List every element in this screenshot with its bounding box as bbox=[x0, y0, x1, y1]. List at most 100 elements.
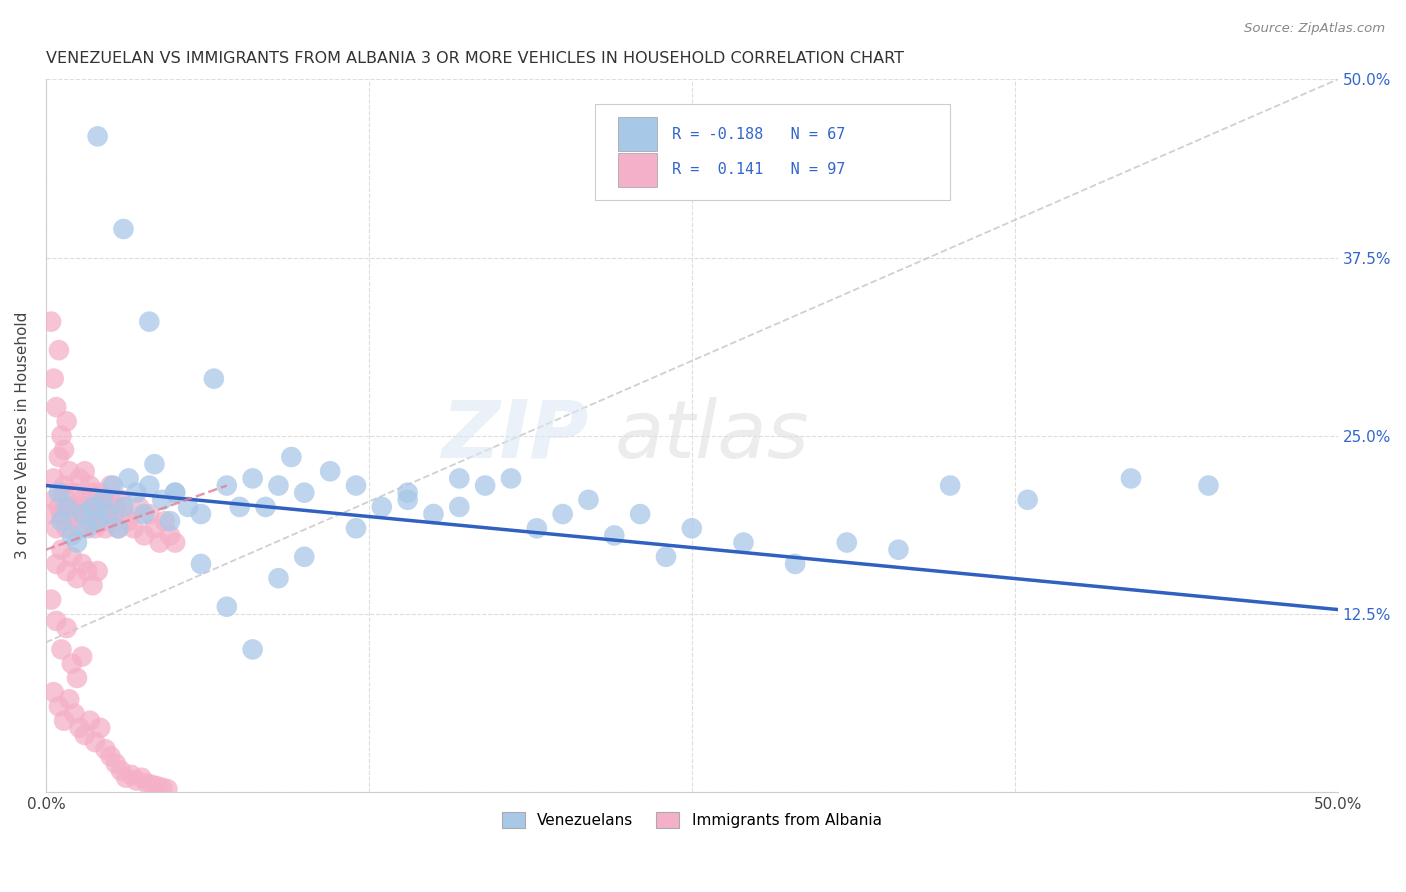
Point bbox=[48, 343, 70, 358]
Point bbox=[82, 500, 104, 514]
Point bbox=[60, 514, 83, 528]
Point bbox=[73, 728, 96, 742]
Point bbox=[66, 500, 89, 514]
Point bbox=[190, 557, 212, 571]
Point bbox=[104, 756, 127, 771]
Point bbox=[112, 500, 135, 514]
Point bbox=[70, 507, 93, 521]
Point bbox=[101, 478, 124, 492]
Point bbox=[344, 478, 367, 492]
Point bbox=[110, 764, 132, 778]
Point bbox=[91, 492, 114, 507]
Point bbox=[228, 500, 250, 514]
Point bbox=[48, 450, 70, 464]
Point bbox=[242, 642, 264, 657]
Point bbox=[138, 315, 160, 329]
Point bbox=[165, 485, 187, 500]
Point bbox=[526, 521, 548, 535]
Point bbox=[76, 564, 98, 578]
Point bbox=[115, 771, 138, 785]
FancyBboxPatch shape bbox=[595, 104, 950, 201]
Bar bbox=[619, 153, 657, 187]
Legend: Venezuelans, Immigrants from Albania: Venezuelans, Immigrants from Albania bbox=[496, 806, 887, 834]
Point bbox=[70, 649, 93, 664]
Point bbox=[53, 442, 76, 457]
Point bbox=[58, 692, 80, 706]
Point bbox=[60, 528, 83, 542]
Point bbox=[887, 542, 910, 557]
Point bbox=[159, 514, 181, 528]
Point bbox=[58, 464, 80, 478]
Point bbox=[499, 471, 522, 485]
Point bbox=[150, 780, 173, 795]
Point bbox=[55, 621, 77, 635]
Point bbox=[69, 521, 91, 535]
Point bbox=[39, 315, 62, 329]
Point bbox=[86, 514, 108, 528]
Point bbox=[76, 521, 98, 535]
Point bbox=[254, 500, 277, 514]
Point bbox=[292, 549, 315, 564]
Bar bbox=[619, 117, 657, 152]
Point bbox=[70, 557, 93, 571]
Point bbox=[42, 492, 65, 507]
Point bbox=[396, 485, 419, 500]
Point bbox=[63, 706, 86, 721]
Point bbox=[51, 542, 73, 557]
Point bbox=[628, 507, 651, 521]
Point bbox=[48, 699, 70, 714]
Point bbox=[101, 507, 124, 521]
Point bbox=[42, 371, 65, 385]
Point bbox=[156, 782, 179, 797]
Point bbox=[117, 471, 139, 485]
Point bbox=[97, 507, 120, 521]
Point bbox=[66, 571, 89, 585]
Point bbox=[202, 371, 225, 385]
Point bbox=[86, 500, 108, 514]
Point bbox=[149, 535, 172, 549]
Point bbox=[60, 657, 83, 671]
Point bbox=[1119, 471, 1142, 485]
Point bbox=[125, 485, 148, 500]
Point bbox=[150, 492, 173, 507]
Point bbox=[63, 507, 86, 521]
Point bbox=[215, 599, 238, 614]
Text: atlas: atlas bbox=[614, 397, 808, 475]
Point bbox=[578, 492, 600, 507]
Point bbox=[100, 749, 122, 764]
Point bbox=[82, 485, 104, 500]
Point bbox=[120, 768, 142, 782]
Point bbox=[125, 773, 148, 788]
Point bbox=[122, 521, 145, 535]
Point bbox=[939, 478, 962, 492]
Point bbox=[110, 492, 132, 507]
Point bbox=[84, 735, 107, 749]
Point bbox=[86, 564, 108, 578]
Point bbox=[112, 222, 135, 236]
Point bbox=[89, 721, 111, 735]
Point bbox=[655, 549, 678, 564]
Point bbox=[128, 500, 150, 514]
Point bbox=[84, 500, 107, 514]
Point bbox=[159, 528, 181, 542]
Point bbox=[733, 535, 755, 549]
Point bbox=[177, 500, 200, 514]
Point bbox=[79, 478, 101, 492]
Point bbox=[63, 485, 86, 500]
Point bbox=[371, 500, 394, 514]
Point bbox=[681, 521, 703, 535]
Point bbox=[280, 450, 302, 464]
Point bbox=[267, 478, 290, 492]
Text: R = -0.188   N = 67: R = -0.188 N = 67 bbox=[672, 127, 846, 142]
Point bbox=[146, 779, 169, 793]
Point bbox=[117, 514, 139, 528]
Point bbox=[58, 500, 80, 514]
Point bbox=[97, 514, 120, 528]
Point bbox=[112, 507, 135, 521]
Point bbox=[107, 521, 129, 535]
Point bbox=[104, 500, 127, 514]
Point bbox=[55, 414, 77, 428]
Point bbox=[835, 535, 858, 549]
Point bbox=[165, 485, 187, 500]
Point bbox=[89, 507, 111, 521]
